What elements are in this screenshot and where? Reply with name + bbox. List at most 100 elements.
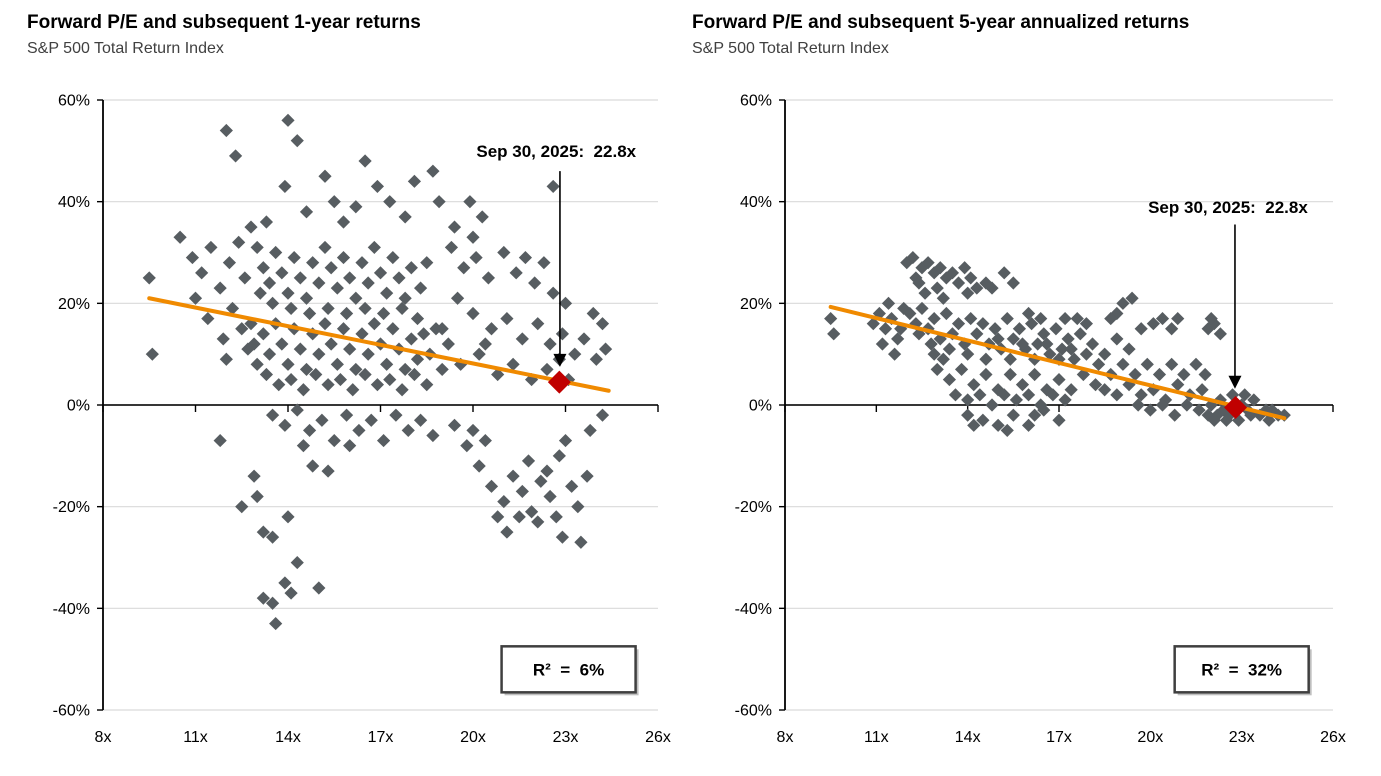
scatter-point: [1028, 367, 1042, 382]
scatter-point: [1015, 337, 1030, 351]
scatter-point: [343, 342, 357, 356]
scatter-point: [318, 240, 332, 255]
scatter-point: [284, 301, 298, 316]
scatter-point: [306, 256, 320, 270]
scatter-point: [524, 372, 539, 387]
scatter-point: [942, 342, 956, 356]
scatter-point: [589, 352, 603, 366]
scatter-point: [491, 510, 505, 524]
y-tick-label: 20%: [740, 296, 772, 313]
scatter-point: [948, 388, 963, 402]
x-tick-label: 8x: [95, 729, 112, 746]
scatter-point: [321, 301, 335, 316]
scatter-point: [1037, 403, 1051, 417]
scatter-point: [546, 179, 560, 194]
scatter-point: [235, 500, 249, 514]
scatter-point: [386, 322, 400, 336]
scatter-point: [571, 500, 585, 514]
scatter-point: [284, 372, 298, 387]
scatter-point: [912, 327, 926, 341]
scatter-point: [219, 123, 233, 138]
scatter-point: [315, 413, 329, 427]
scatter-point: [976, 413, 990, 427]
scatter-point: [398, 210, 412, 224]
scatter-point: [389, 408, 403, 422]
scatter-point: [500, 311, 514, 326]
scatter-point: [435, 322, 449, 336]
scatter-point: [383, 195, 397, 209]
scatter-point: [897, 301, 911, 316]
scatter-point: [927, 311, 941, 326]
scatter-point: [537, 256, 551, 270]
scatter-point: [296, 383, 311, 397]
scatter-point: [1122, 342, 1136, 356]
scatter-point: [195, 266, 209, 280]
scatter-point: [1146, 317, 1160, 331]
scatter-point: [466, 230, 480, 244]
scatter-point: [1104, 311, 1118, 326]
scatter-point: [1168, 408, 1182, 422]
trend-line: [828, 304, 1287, 421]
scatter-point: [1192, 403, 1206, 417]
scatter-point: [469, 250, 483, 265]
scatter-point: [528, 276, 542, 290]
scatter-point: [958, 261, 972, 275]
scatter-point: [472, 347, 486, 361]
scatter-point: [299, 291, 314, 305]
scatter-point: [1201, 408, 1215, 422]
scatter-point: [278, 418, 292, 432]
x-tick-label: 8x: [777, 729, 794, 746]
scatter-point: [903, 306, 917, 321]
scatter-point: [506, 469, 520, 483]
scatter-point: [1058, 393, 1072, 407]
scatter-point: [1025, 317, 1039, 331]
scatter-point: [265, 408, 280, 422]
x-tick-label: 14x: [955, 729, 981, 746]
scatter-point: [988, 322, 1002, 336]
scatter-point: [1134, 388, 1148, 402]
scatter-point: [1110, 388, 1124, 402]
x-tick-label: 11x: [864, 729, 889, 746]
scatter-point: [927, 347, 941, 361]
scatter-point: [361, 276, 375, 290]
scatter-point: [238, 271, 252, 285]
scatter-point: [404, 261, 418, 275]
scatter-point: [543, 337, 557, 351]
chart2-title: Forward P/E and subsequent 5-year annual…: [692, 12, 1190, 33]
scatter-point: [306, 327, 320, 341]
scatter-point: [552, 449, 566, 463]
scatter-point: [942, 372, 956, 387]
chart1-subtitle: S&P 500 Total Return Index: [27, 40, 224, 57]
scatter-point: [420, 256, 434, 270]
scatter-point: [373, 266, 388, 280]
scatter-point: [253, 286, 267, 300]
y-tick-label: -20%: [735, 499, 772, 516]
scatter-point: [534, 474, 548, 488]
scatter-point: [349, 291, 363, 305]
scatter-point: [201, 311, 215, 326]
scatter-point: [997, 266, 1011, 280]
y-tick-label: 20%: [58, 296, 90, 313]
scatter-point: [330, 357, 344, 371]
r2-label: R² = 6%: [533, 660, 604, 679]
scatter-point: [324, 261, 338, 275]
scatter-point: [985, 281, 999, 295]
x-tick-label: 17x: [368, 729, 394, 746]
scatter-point: [262, 276, 277, 290]
scatter-point: [265, 596, 280, 610]
highlight-point: [1224, 396, 1248, 420]
scatter-point: [1098, 383, 1112, 397]
x-tick-label: 26x: [1320, 729, 1346, 746]
scatter-point: [918, 286, 932, 300]
scatter-point: [1031, 337, 1045, 351]
scatter-point: [1171, 311, 1185, 326]
scatter-point: [145, 347, 159, 361]
scatter-point: [336, 215, 351, 229]
scatter-point: [930, 362, 944, 377]
scatter-point: [1088, 378, 1103, 392]
scatter-point: [330, 281, 344, 295]
scatter-point: [1143, 403, 1157, 417]
x-tick-label: 20x: [1137, 729, 1163, 746]
scatter-point: [973, 388, 987, 402]
scatter-point: [281, 357, 295, 371]
